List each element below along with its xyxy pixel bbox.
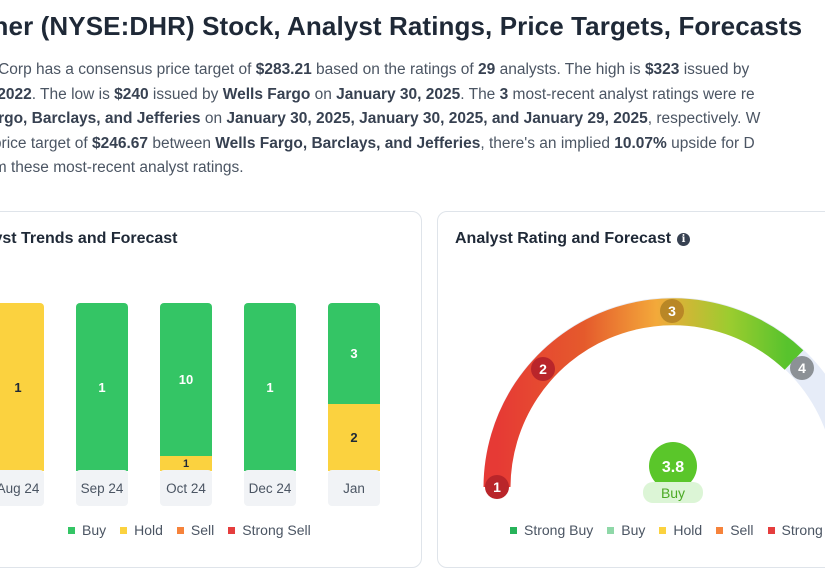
legend-hold: Hold — [120, 522, 163, 538]
trend-bar-buy-segment: 1 — [244, 303, 296, 471]
trend-bar-buy-segment: 3 — [328, 303, 380, 404]
trend-bar-hold-segment: 2 — [328, 404, 380, 471]
trend-month-label: Aug 24 — [0, 470, 44, 506]
trend-bar-0: 1 — [0, 303, 44, 471]
trend-month-label: Oct 24 — [160, 470, 212, 506]
legend-strong-sell: Strong Se — [767, 522, 825, 538]
trends-legend: Buy Hold Sell Strong Sell — [68, 522, 311, 538]
legend-buy: Buy — [68, 522, 106, 538]
gauge-tick-3: 3 — [660, 299, 684, 323]
legend-sell: Sell — [176, 522, 214, 538]
trend-bar-buy-segment: 10 — [160, 303, 212, 456]
gauge-tick-4: 4 — [790, 356, 814, 380]
trend-bar-1: 1 — [76, 303, 128, 471]
gauge-score: 3.8 Buy — [643, 442, 703, 503]
svg-text:4: 4 — [798, 360, 806, 376]
gauge-tick-1: 1 — [485, 475, 509, 499]
summary-text: er Corp has a consensus price target of … — [0, 61, 761, 176]
trend-bar-3: 1 — [244, 303, 296, 471]
legend-strong-sell: Strong Sell — [228, 522, 311, 538]
info-icon[interactable]: i — [677, 233, 691, 246]
rating-legend: Strong Buy Buy Hold Sell Strong Se — [510, 522, 825, 538]
legend-buy: Buy — [607, 522, 645, 538]
trend-month-label: Jan — [328, 470, 380, 506]
svg-text:2: 2 — [539, 361, 547, 377]
trend-bar-hold-segment: 1 — [160, 456, 212, 471]
svg-text:Buy: Buy — [661, 485, 685, 501]
trend-bar-buy-segment: 1 — [76, 303, 128, 471]
gauge-fill — [483, 298, 804, 488]
svg-text:3.8: 3.8 — [662, 459, 684, 476]
trends-title: lyst Trends and Forecast — [0, 230, 178, 247]
analyst-rating-card — [437, 211, 825, 568]
legend-hold: Hold — [659, 522, 702, 538]
trend-bar-2: 10 1 — [160, 303, 212, 471]
legend-strong-buy: Strong Buy — [510, 522, 593, 538]
trend-bar-hold-segment: 1 — [0, 303, 44, 471]
svg-text:3: 3 — [668, 303, 676, 319]
legend-sell: Sell — [716, 522, 754, 538]
gauge-tick-2: 2 — [531, 357, 555, 381]
svg-text:1: 1 — [493, 479, 501, 495]
rating-gauge: 1 2 3 4 3.8 Buy — [483, 297, 825, 503]
trend-month-label: Sep 24 — [76, 470, 128, 506]
trend-month-label: Dec 24 — [244, 470, 296, 506]
rating-title: Analyst Rating and Forecast i — [455, 230, 691, 248]
page-title: aher (NYSE:DHR) Stock, Analyst Ratings, … — [0, 11, 803, 41]
